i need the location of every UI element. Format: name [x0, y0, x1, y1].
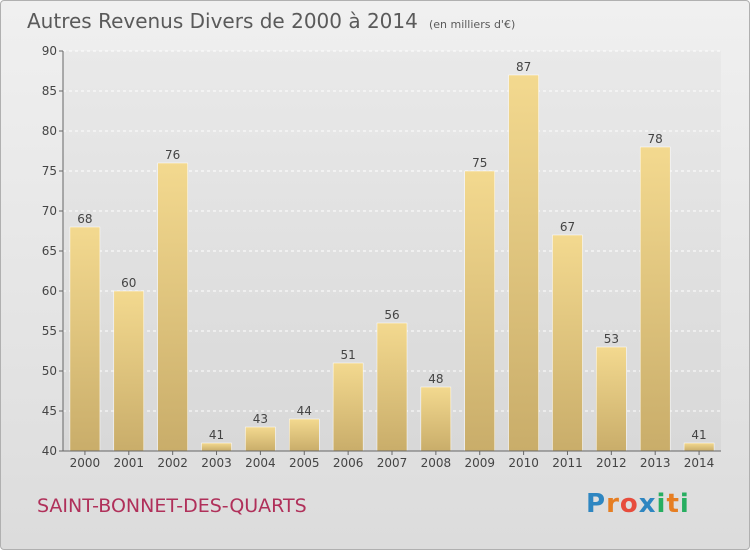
y-tick-label: 75	[42, 164, 57, 178]
x-tick-label: 2014	[684, 456, 715, 470]
x-tick-label: 2012	[596, 456, 627, 470]
x-tick-label: 2008	[421, 456, 452, 470]
y-tick-label: 90	[42, 44, 57, 58]
x-tick-label: 2001	[114, 456, 145, 470]
y-tick-label: 45	[42, 404, 57, 418]
bar-value-label: 68	[77, 212, 92, 226]
bar	[289, 418, 320, 452]
bar	[683, 442, 715, 452]
bar-value-label: 67	[560, 220, 575, 234]
bar-value-label: 51	[340, 348, 355, 362]
y-tick-label: 50	[42, 364, 57, 378]
bar	[376, 322, 408, 452]
brand-logo-letter: i	[679, 489, 690, 519]
x-tick-label: 2010	[508, 456, 539, 470]
bar	[245, 426, 276, 452]
bar	[157, 162, 188, 452]
title-row: Autres Revenus Divers de 2000 à 2014 (en…	[27, 9, 515, 33]
x-tick-label: 2009	[464, 456, 495, 470]
bar	[201, 442, 232, 452]
bar	[332, 362, 364, 452]
bar	[552, 234, 583, 452]
brand-logo: Proxiti	[586, 489, 690, 519]
bar	[639, 146, 671, 452]
x-tick-label: 2007	[377, 456, 408, 470]
x-tick-label: 2000	[70, 456, 101, 470]
y-tick-label: 40	[42, 444, 57, 458]
brand-logo-letter: P	[586, 489, 607, 519]
x-tick-label: 2002	[157, 456, 188, 470]
x-tick-label: 2013	[640, 456, 671, 470]
chart-unit: (en milliers d'€)	[428, 18, 516, 31]
bar-value-label: 56	[384, 308, 399, 322]
y-tick-label: 55	[42, 324, 57, 338]
x-tick-label: 2006	[333, 456, 364, 470]
x-tick-label: 2003	[201, 456, 232, 470]
bar	[464, 170, 495, 452]
axes: 40 45 50 55 60 65 70 75 80 85 90 2000 2001 2002 2003 20…	[42, 44, 721, 470]
bar	[420, 386, 452, 452]
bar	[69, 226, 101, 452]
brand-logo-letter: i	[656, 489, 667, 519]
y-tick-label: 70	[42, 204, 57, 218]
bar-value-label: 87	[516, 60, 531, 74]
bar-value-label: 43	[253, 412, 268, 426]
bar-value-label: 76	[165, 148, 180, 162]
bar-value-label: 75	[472, 156, 487, 170]
brand-logo-letter: o	[619, 489, 639, 519]
bar	[508, 74, 539, 452]
bar	[113, 290, 145, 452]
bars: 68 60 76 41 43 44 51 56 48 75 87 67 53 78 41	[69, 60, 715, 452]
brand-logo-letter: t	[666, 489, 680, 519]
x-tick-label: 2011	[552, 456, 583, 470]
bar	[596, 346, 627, 452]
brand-logo-letter: r	[606, 489, 620, 519]
chart-title: Autres Revenus Divers de 2000 à 2014	[27, 9, 418, 33]
brand-logo-letter: x	[638, 489, 657, 519]
x-tick-label: 2005	[289, 456, 320, 470]
y-tick-label: 85	[42, 84, 57, 98]
bar-value-label: 78	[648, 132, 663, 146]
bar-value-label: 44	[297, 404, 312, 418]
y-tick-label: 60	[42, 284, 57, 298]
y-tick-label: 80	[42, 124, 57, 138]
bar-value-label: 41	[691, 428, 706, 442]
x-tick-label: 2004	[245, 456, 276, 470]
bar-value-label: 41	[209, 428, 224, 442]
bar-value-label: 60	[121, 276, 136, 290]
y-tick-label: 65	[42, 244, 57, 258]
commune-name: SAINT-BONNET-DES-QUARTS	[37, 495, 307, 517]
bar-value-label: 53	[604, 332, 619, 346]
bar-value-label: 48	[428, 372, 443, 386]
